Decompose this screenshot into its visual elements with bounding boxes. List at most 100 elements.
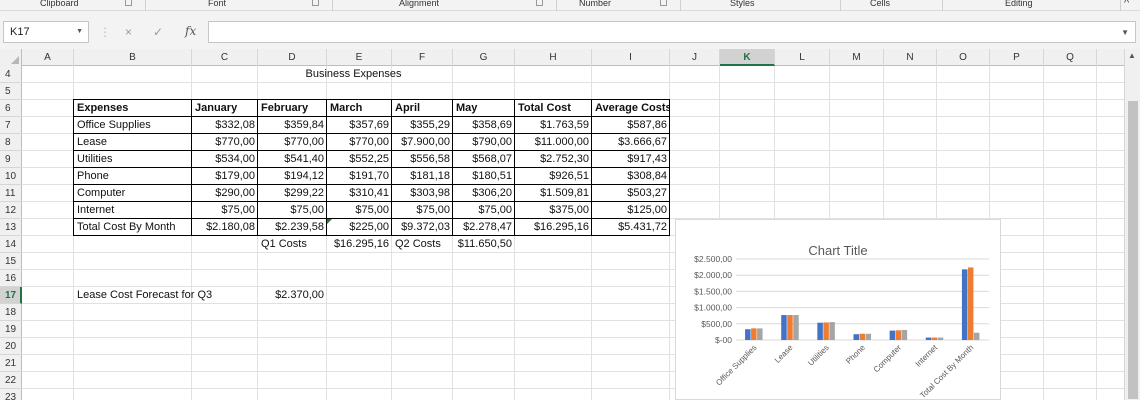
sheet-title[interactable]: Business Expenses xyxy=(305,68,402,80)
row-header-19[interactable]: 19 xyxy=(0,321,22,338)
scroll-up-icon[interactable]: ▲ xyxy=(1128,51,1136,60)
expense-value-cell[interactable]: $5.431,72 xyxy=(618,221,667,233)
row-header-22[interactable]: 22 xyxy=(0,372,22,389)
expense-value-cell[interactable]: $3.666,67 xyxy=(618,136,667,148)
formula-input[interactable]: ▼ xyxy=(208,21,1136,43)
expense-value-cell[interactable]: $299,22 xyxy=(284,187,324,199)
column-header-d[interactable]: D xyxy=(258,49,327,66)
expense-name-cell[interactable]: Internet xyxy=(77,204,115,216)
expense-value-cell[interactable]: $310,41 xyxy=(349,187,389,199)
scrollbar-thumb[interactable] xyxy=(1128,101,1138,399)
q2-costs-value[interactable]: $11.650,50 xyxy=(457,238,512,250)
expense-value-cell[interactable]: $9.372,03 xyxy=(401,221,450,233)
row-header-18[interactable]: 18 xyxy=(0,304,22,321)
expense-value-cell[interactable]: $359,84 xyxy=(284,119,324,131)
expense-name-cell[interactable]: Office Supplies xyxy=(77,119,151,131)
column-header-l[interactable]: L xyxy=(775,49,830,66)
expense-value-cell[interactable]: $355,29 xyxy=(410,119,450,131)
expense-value-cell[interactable]: $290,00 xyxy=(215,187,255,199)
expense-value-cell[interactable]: $541,40 xyxy=(284,153,324,165)
expense-value-cell[interactable]: $2.180,08 xyxy=(206,221,255,233)
table-header-cell[interactable]: Expenses xyxy=(77,102,129,114)
row-header-23[interactable]: 23 xyxy=(0,389,22,400)
table-header-cell[interactable]: January xyxy=(195,102,238,114)
expense-value-cell[interactable]: $917,43 xyxy=(627,153,667,165)
expense-value-cell[interactable]: $357,69 xyxy=(349,119,389,131)
expense-value-cell[interactable]: $16.295,16 xyxy=(533,221,589,233)
table-header-cell[interactable]: Total Cost xyxy=(518,102,571,114)
column-header-n[interactable]: N xyxy=(884,49,937,66)
row-header-11[interactable]: 11 xyxy=(0,185,22,202)
forecast-label[interactable]: Lease Cost Forecast for Q3 xyxy=(77,289,213,301)
expense-name-cell[interactable]: Lease xyxy=(77,136,107,148)
row-header-14[interactable]: 14 xyxy=(0,236,22,253)
column-header-g[interactable]: G xyxy=(453,49,515,66)
expense-value-cell[interactable]: $225,00 xyxy=(349,221,389,233)
column-header-j[interactable]: J xyxy=(670,49,720,66)
dialog-launcher-icon[interactable] xyxy=(125,0,132,6)
column-header-p[interactable]: P xyxy=(990,49,1044,66)
expense-value-cell[interactable]: $552,25 xyxy=(349,153,389,165)
row-header-8[interactable]: 8 xyxy=(0,134,22,151)
vertical-scrollbar[interactable]: ▲ xyxy=(1124,49,1140,400)
row-header-15[interactable]: 15 xyxy=(0,253,22,270)
expense-value-cell[interactable]: $179,00 xyxy=(215,170,255,182)
table-header-cell[interactable]: Average Costs xyxy=(595,102,670,114)
column-header-a[interactable]: A xyxy=(22,49,74,66)
row-header-10[interactable]: 10 xyxy=(0,168,22,185)
expense-value-cell[interactable]: $308,84 xyxy=(627,170,667,182)
expense-value-cell[interactable]: $568,07 xyxy=(472,153,512,165)
expand-formula-icon[interactable]: ▼ xyxy=(1121,28,1129,37)
q2-costs-label[interactable]: Q2 Costs xyxy=(395,238,441,250)
expense-value-cell[interactable]: $1.763,59 xyxy=(540,119,589,131)
expense-value-cell[interactable]: $375,00 xyxy=(549,204,589,216)
column-header-m[interactable]: M xyxy=(830,49,884,66)
expense-value-cell[interactable]: $1.509,81 xyxy=(540,187,589,199)
expense-value-cell[interactable]: $358,69 xyxy=(472,119,512,131)
column-header-o[interactable]: O xyxy=(937,49,990,66)
chevron-down-icon[interactable]: ▼ xyxy=(76,28,83,35)
column-header-c[interactable]: C xyxy=(192,49,258,66)
expense-value-cell[interactable]: $503,27 xyxy=(627,187,667,199)
column-header-e[interactable]: E xyxy=(327,49,392,66)
expense-name-cell[interactable]: Phone xyxy=(77,170,109,182)
row-header-12[interactable]: 12 xyxy=(0,202,22,219)
expenses-chart[interactable]: Chart Title $2.500,00 $2.000,00 $1.500,00 $… xyxy=(675,219,1001,400)
dialog-launcher-icon[interactable] xyxy=(312,0,319,6)
column-header-k[interactable]: K xyxy=(720,49,775,66)
row-header-4[interactable]: 4 xyxy=(0,66,22,83)
expense-value-cell[interactable]: $75,00 xyxy=(478,204,512,216)
row-header-6[interactable]: 6 xyxy=(0,100,22,117)
expense-value-cell[interactable]: $191,70 xyxy=(349,170,389,182)
q1-costs-value[interactable]: $16.295,16 xyxy=(333,238,389,250)
expense-value-cell[interactable]: $587,86 xyxy=(627,119,667,131)
expense-value-cell[interactable]: $534,00 xyxy=(215,153,255,165)
expense-value-cell[interactable]: $194,12 xyxy=(284,170,324,182)
expense-value-cell[interactable]: $180,51 xyxy=(472,170,512,182)
expense-value-cell[interactable]: $770,00 xyxy=(284,136,324,148)
expense-value-cell[interactable]: $75,00 xyxy=(416,204,450,216)
expense-value-cell[interactable]: $332,08 xyxy=(215,119,255,131)
row-header-9[interactable]: 9 xyxy=(0,151,22,168)
expense-value-cell[interactable]: $7.900,00 xyxy=(401,136,450,148)
insert-function-icon[interactable]: fx xyxy=(185,24,197,38)
q1-costs-label[interactable]: Q1 Costs xyxy=(261,238,307,250)
dialog-launcher-icon[interactable] xyxy=(660,0,667,6)
expense-value-cell[interactable]: $306,20 xyxy=(472,187,512,199)
column-header-h[interactable]: H xyxy=(515,49,592,66)
row-header-20[interactable]: 20 xyxy=(0,338,22,355)
expense-value-cell[interactable]: $2.278,47 xyxy=(463,221,512,233)
row-header-17[interactable]: 17 xyxy=(0,287,22,304)
column-header-q[interactable]: Q xyxy=(1044,49,1097,66)
expense-value-cell[interactable]: $75,00 xyxy=(221,204,255,216)
column-header-b[interactable]: B xyxy=(74,49,192,66)
name-box[interactable]: K17 ▼ xyxy=(3,21,89,43)
chart-title[interactable]: Chart Title xyxy=(808,243,868,258)
expense-value-cell[interactable]: $770,00 xyxy=(215,136,255,148)
expense-value-cell[interactable]: $2.239,58 xyxy=(275,221,324,233)
enter-icon[interactable]: ✓ xyxy=(153,25,164,39)
expense-value-cell[interactable]: $11.000,00 xyxy=(534,136,589,148)
expense-name-cell[interactable]: Utilities xyxy=(77,153,113,165)
collapse-ribbon-icon[interactable]: ^ xyxy=(1124,0,1130,9)
expense-value-cell[interactable]: $926,51 xyxy=(549,170,589,182)
